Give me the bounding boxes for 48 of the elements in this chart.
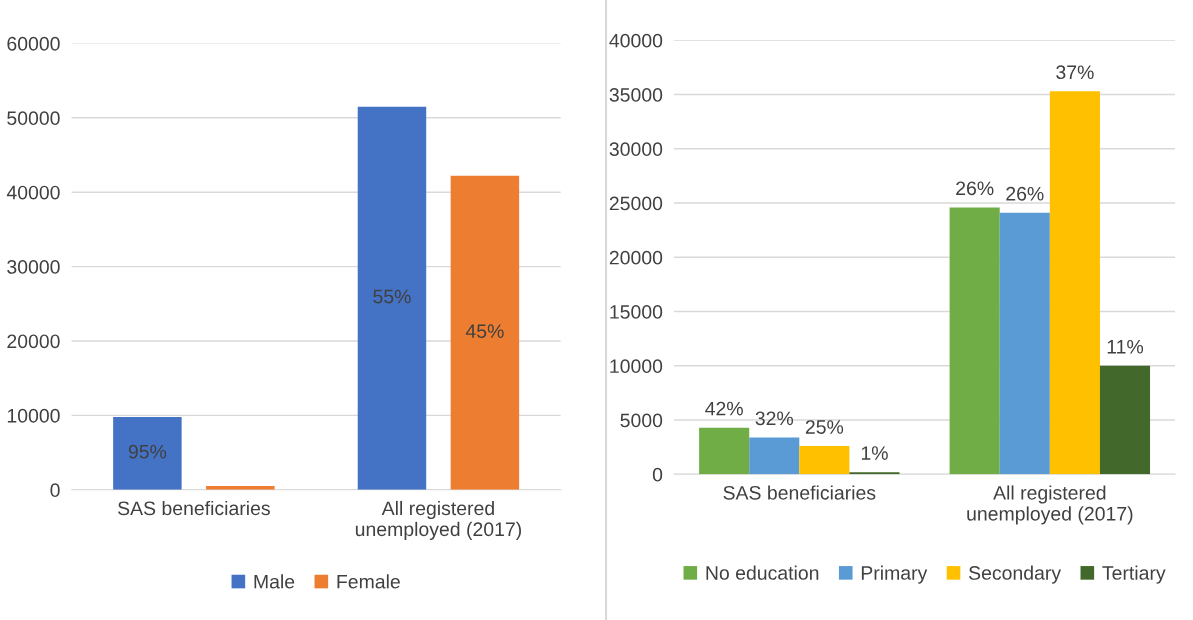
- legend-label: Female: [337, 574, 400, 589]
- bar: [949, 207, 1000, 475]
- legend-label: No education: [706, 565, 819, 580]
- legend-label: Secondary: [969, 565, 1062, 584]
- annotation: 32%: [755, 411, 794, 426]
- y-tick-label: 40000: [609, 33, 663, 48]
- bar: [450, 175, 520, 490]
- y-tick-label: 25000: [609, 196, 663, 211]
- legend-label: Primary: [861, 565, 928, 584]
- annotation: 95%: [128, 444, 167, 459]
- y-tick-label: 35000: [609, 88, 663, 102]
- x-tick-label: SAS beneficiaries: [723, 485, 876, 500]
- annotation: 37%: [1056, 65, 1094, 80]
- y-tick-label: 10000: [7, 408, 60, 423]
- y-tick-label: 50000: [7, 111, 60, 126]
- y-tick-label: 20000: [7, 334, 60, 349]
- annotation: 55%: [373, 289, 411, 304]
- bar: [1049, 91, 1100, 475]
- annotation: 11%: [1107, 339, 1144, 354]
- y-tick-label: 10000: [610, 359, 663, 374]
- bar: [849, 472, 900, 475]
- y-tick-label: 20000: [609, 250, 663, 265]
- annotation: 1%: [861, 446, 888, 460]
- y-tick-label: 30000: [7, 260, 60, 274]
- legend-label: Male: [254, 574, 295, 589]
- annotation: 42%: [705, 401, 743, 416]
- y-tick-label: 60000: [7, 36, 60, 51]
- bar: [799, 446, 850, 475]
- y-tick-label: 0: [652, 467, 663, 482]
- x-tick-label: All registered unemployed (2017): [355, 500, 521, 540]
- bar: [357, 106, 427, 490]
- legend-label: Tertiary: [1102, 565, 1166, 584]
- annotation: 45%: [465, 324, 504, 339]
- bar: [749, 437, 800, 475]
- annotation: 25%: [805, 420, 844, 434]
- bar: [699, 427, 750, 475]
- y-tick-label: 40000: [6, 185, 60, 200]
- x-tick-label: SAS beneficiaries: [118, 500, 270, 516]
- annotation: 26%: [956, 181, 994, 196]
- x-tick-label: All registered unemployed (2017): [967, 485, 1133, 525]
- y-tick-label: 15000: [610, 305, 663, 319]
- bar: [113, 416, 182, 490]
- bar: [1099, 365, 1151, 475]
- annotation: 26%: [1006, 186, 1044, 201]
- bar: [999, 212, 1050, 475]
- y-tick-label: 0: [50, 483, 60, 498]
- y-tick-label: 30000: [609, 142, 663, 157]
- y-tick-label: 5000: [620, 413, 663, 428]
